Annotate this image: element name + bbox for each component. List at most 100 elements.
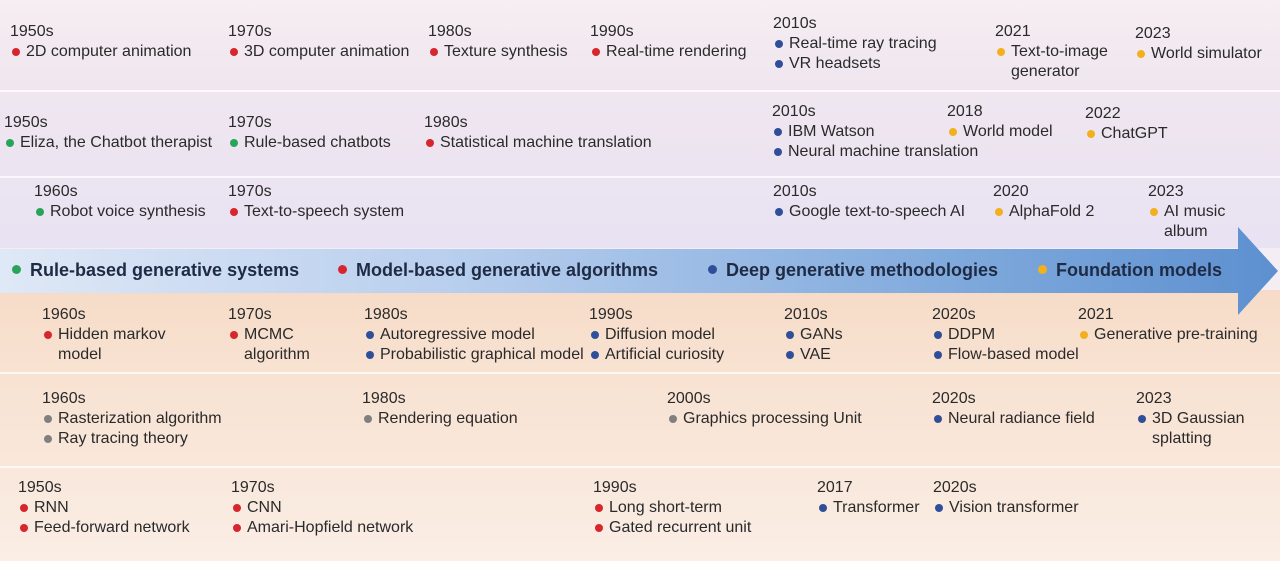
item-year: 2020s xyxy=(932,390,976,407)
timeline-item: 2010s Real-time ray tracing VR headsets xyxy=(773,14,937,74)
item-entry: Robot voice synthesis xyxy=(34,202,206,222)
category-dot xyxy=(774,148,782,156)
item-year: 1960s xyxy=(34,183,78,200)
item-year: 2023 xyxy=(1136,390,1172,407)
entry-text: GANs xyxy=(800,326,843,343)
item-entry: Flow-based model xyxy=(932,345,1079,365)
timeline-item: 2010s GANs VAE xyxy=(784,305,843,365)
category-dot xyxy=(1087,130,1095,138)
category-dot xyxy=(935,504,943,512)
item-year: 1990s xyxy=(593,479,637,496)
item-year: 2017 xyxy=(817,479,853,496)
row-divider xyxy=(0,372,1280,374)
timeline-item: 2021 Text-to-image generator xyxy=(995,22,1108,82)
timeline-item: 2023 AI music album xyxy=(1148,182,1225,242)
timeline-item: 1950s RNN Feed-forward network xyxy=(18,478,190,538)
item-entry: Generative pre-training xyxy=(1078,325,1258,345)
timeline-item: 1950s 2D computer animation xyxy=(10,22,191,62)
entry-text: Rasterization algorithm xyxy=(58,410,222,427)
category-text: Foundation models xyxy=(1056,260,1222,280)
category-dot xyxy=(786,331,794,339)
item-year: 1970s xyxy=(228,183,272,200)
entry-text: Ray tracing theory xyxy=(58,430,188,447)
category-dot xyxy=(366,331,374,339)
item-year: 2010s xyxy=(773,183,817,200)
timeline-item: 2023 3D Gaussian splatting xyxy=(1136,389,1245,449)
category-dot xyxy=(595,504,603,512)
item-year: 1960s xyxy=(42,306,86,323)
entry-text: CNN xyxy=(247,499,282,516)
item-entry: Hidden markov xyxy=(42,325,166,345)
item-entry: Feed-forward network xyxy=(18,518,190,538)
entry-text: Neural machine translation xyxy=(788,143,979,160)
item-entry: Transformer xyxy=(817,498,920,518)
entry-text: IBM Watson xyxy=(788,123,875,140)
entry-text: Rule-based chatbots xyxy=(244,134,391,151)
category-dot xyxy=(36,208,44,216)
category-dot xyxy=(230,48,238,56)
timeline-item: 2000s Graphics processing Unit xyxy=(667,389,862,429)
entry-text: Feed-forward network xyxy=(34,519,190,536)
entry-text: Generative pre-training xyxy=(1094,326,1258,343)
item-entry: Rule-based chatbots xyxy=(228,133,391,153)
item-entry: DDPM xyxy=(932,325,1079,345)
entry-text: generator xyxy=(1011,63,1080,80)
timeline-arrow-shape xyxy=(0,227,1278,315)
item-entry: MCMC xyxy=(228,325,310,345)
category-dot xyxy=(44,435,52,443)
item-year: 2010s xyxy=(784,306,828,323)
category-dot xyxy=(20,524,28,532)
category-text: Rule-based generative systems xyxy=(30,260,300,280)
timeline-item: 1970s Text-to-speech system xyxy=(228,182,404,222)
category-dot xyxy=(364,415,372,423)
item-year: 1960s xyxy=(42,390,86,407)
category-dot xyxy=(1038,265,1047,274)
item-entry: Probabilistic graphical model xyxy=(364,345,584,365)
entry-text: MCMC xyxy=(244,326,294,343)
category-label: Rule-based generative systems xyxy=(12,258,299,282)
item-entry: Real-time ray tracing xyxy=(773,34,937,54)
item-entry: Artificial curiosity xyxy=(589,345,724,365)
category-dot xyxy=(775,60,783,68)
timeline-arrow xyxy=(0,227,1278,315)
item-entry: 2D computer animation xyxy=(10,42,191,62)
item-year: 2010s xyxy=(773,15,817,32)
row-divider xyxy=(0,90,1280,92)
timeline-item: 2021 Generative pre-training xyxy=(1078,305,1258,345)
item-year: 1950s xyxy=(18,479,62,496)
category-dot xyxy=(995,208,1003,216)
category-dot xyxy=(934,351,942,359)
entry-text: 2D computer animation xyxy=(26,43,192,60)
item-entry: World model xyxy=(947,122,1053,142)
entry-text: Graphics processing Unit xyxy=(683,410,862,427)
category-dot xyxy=(44,331,52,339)
entry-text: splatting xyxy=(1152,430,1212,447)
item-entry: Real-time rendering xyxy=(590,42,747,62)
category-dot xyxy=(426,139,434,147)
item-year: 2021 xyxy=(995,23,1031,40)
category-dot xyxy=(786,351,794,359)
item-entry: 3D computer animation xyxy=(228,42,409,62)
timeline-item: 2020s DDPM Flow-based model xyxy=(932,305,1079,365)
category-dot xyxy=(591,351,599,359)
category-dot xyxy=(775,40,783,48)
timeline-item: 1970s MCMC algorithm xyxy=(228,305,310,365)
category-dot xyxy=(233,504,241,512)
category-dot xyxy=(775,208,783,216)
timeline-item: 1970s Rule-based chatbots xyxy=(228,113,391,153)
entry-text: Autoregressive model xyxy=(380,326,535,343)
item-entry: Neural machine translation xyxy=(772,142,978,162)
category-label: Foundation models xyxy=(1038,258,1222,282)
category-dot xyxy=(20,504,28,512)
item-entry: RNN xyxy=(18,498,190,518)
category-dot xyxy=(1150,208,1158,216)
timeline-item: 2020 AlphaFold 2 xyxy=(993,182,1094,222)
item-entry: 3D Gaussian xyxy=(1136,409,1245,429)
item-entry: VAE xyxy=(784,345,843,365)
item-entry: CNN xyxy=(231,498,413,518)
item-entry: Vision transformer xyxy=(933,498,1079,518)
item-year: 2022 xyxy=(1085,105,1121,122)
category-dot xyxy=(934,331,942,339)
entry-text: Rendering equation xyxy=(378,410,518,427)
entry-text: AI music xyxy=(1164,203,1226,220)
